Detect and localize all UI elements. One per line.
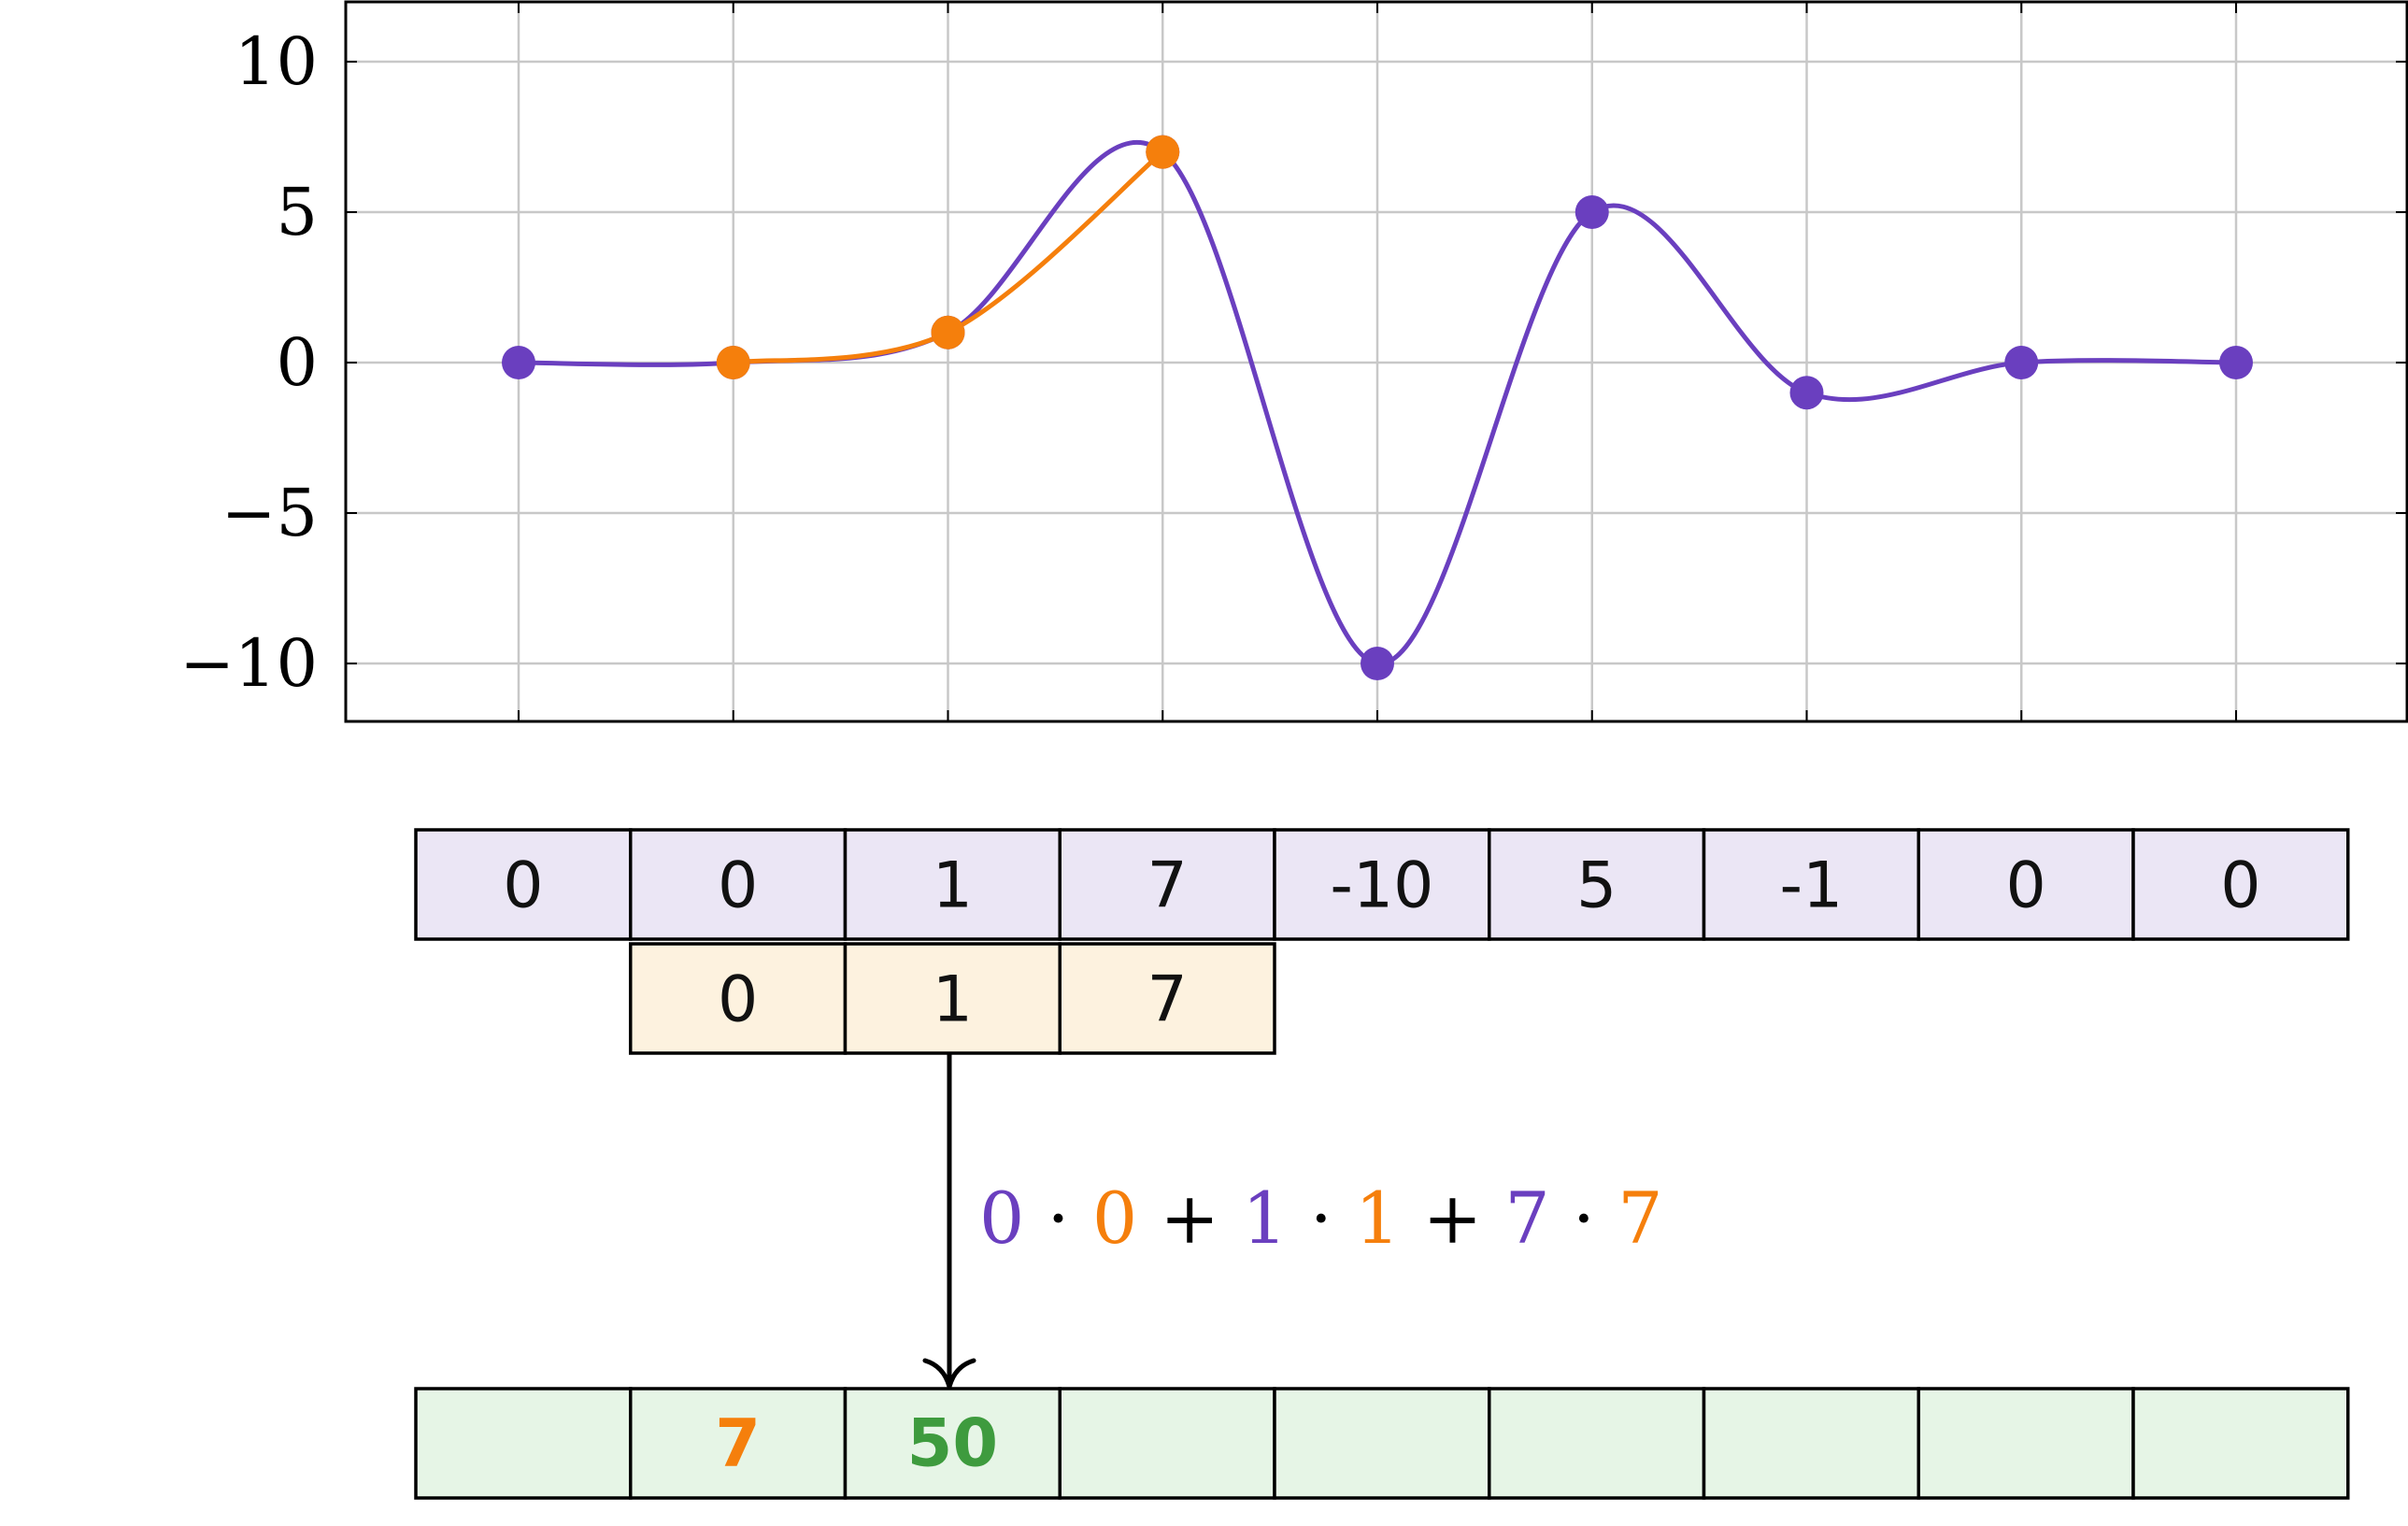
output-cell [1058, 1387, 1276, 1500]
kernel-cell-value: 0 [718, 963, 758, 1037]
signal-cell-value: 0 [718, 849, 758, 923]
formula-term: 1 [1242, 1177, 1287, 1260]
output-cell-box [1273, 1387, 1491, 1500]
signal-cell-box [1488, 828, 1706, 941]
output-cell-box [2131, 1387, 2350, 1500]
formula-term: 0 [979, 1177, 1024, 1260]
arrow-head-icon [922, 1358, 976, 1396]
signal-cell-box [843, 828, 1062, 941]
signal-chart: 10 5 0 −5 −10 [179, 0, 2408, 723]
output-cell-box [843, 1387, 1062, 1500]
output-cell-value: 50 [907, 1405, 998, 1482]
signal-array: 0 0 1 7 -10 5 -1 0 0 [414, 828, 2350, 941]
output-cell-value: 7 [715, 1405, 761, 1482]
data-point-series-2 [931, 315, 965, 349]
signal-cell-value: 0 [2005, 849, 2045, 923]
signal-cell-box [2131, 828, 2350, 941]
output-array: 7 50 [414, 1387, 2350, 1500]
signal-cell-value: 0 [503, 849, 543, 923]
signal-cell-box [1058, 828, 1276, 941]
dot-product-formula: 0 · 0 + 1 · 1 + 7 · 7 [979, 1177, 1663, 1260]
data-point-series-2 [716, 346, 750, 379]
output-cell-box [1702, 1387, 1920, 1500]
formula-term: + [1400, 1177, 1504, 1260]
series-points [502, 135, 2253, 680]
y-tick-label: −10 [179, 625, 318, 702]
signal-cell: 5 [1488, 828, 1706, 941]
signal-cell-value: 1 [933, 849, 973, 923]
signal-cell: -1 [1702, 828, 1920, 941]
y-tick-label: 10 [235, 23, 318, 100]
signal-cell-value: 7 [1147, 849, 1187, 923]
kernel-array: 0 1 7 [629, 942, 1276, 1055]
kernel-cell-value: 1 [933, 963, 973, 1037]
signal-cell: 0 [414, 828, 633, 941]
data-point-series-1 [502, 346, 535, 379]
formula-term: · [1550, 1177, 1617, 1260]
kernel-cell: 1 [843, 942, 1062, 1055]
signal-cell-box [629, 828, 848, 941]
y-tick-label: 5 [276, 174, 318, 250]
data-point-series-1 [2004, 346, 2039, 379]
output-cell-box [414, 1387, 633, 1500]
output-cell-box [1488, 1387, 1706, 1500]
signal-cell-value: -1 [1779, 849, 1843, 923]
data-point-series-2 [1146, 135, 1180, 169]
output-cell [1916, 1387, 2135, 1500]
chart-frame [344, 0, 2408, 723]
data-point-series-1 [1361, 647, 1394, 680]
y-tick-label: −5 [221, 475, 318, 551]
signal-cell-value: -10 [1330, 849, 1433, 923]
formula-term: 1 [1355, 1177, 1400, 1260]
kernel-cell-box [1058, 942, 1276, 1055]
kernel-cell: 7 [1058, 942, 1276, 1055]
output-cell: 7 [629, 1387, 848, 1500]
output-cell [414, 1387, 633, 1500]
signal-cell-value: 0 [2220, 849, 2260, 923]
kernel-cell: 0 [629, 942, 848, 1055]
output-cell: 50 [843, 1387, 1062, 1500]
signal-cell: 0 [1916, 828, 2135, 941]
y-axis-tick-labels: 10 5 0 −5 −10 [179, 23, 318, 702]
data-point-series-1 [1789, 376, 1824, 410]
signal-cell-box [1273, 828, 1491, 941]
data-point-series-1 [2219, 346, 2253, 379]
data-point-series-1 [1574, 195, 1609, 229]
output-cell [2131, 1387, 2350, 1500]
output-cell-box [629, 1387, 848, 1500]
signal-cell: -10 [1273, 828, 1491, 941]
output-cell [1488, 1387, 1706, 1500]
signal-cell: 7 [1058, 828, 1276, 941]
signal-cell: 1 [843, 828, 1062, 941]
formula-term: + [1137, 1177, 1242, 1260]
output-cell-box [1058, 1387, 1276, 1500]
arrow [922, 1054, 976, 1396]
signal-cell: 0 [629, 828, 848, 941]
signal-cell-box [1916, 828, 2135, 941]
formula-term: · [1024, 1177, 1091, 1260]
output-cell-box [1916, 1387, 2135, 1500]
formula-term: 0 [1092, 1177, 1137, 1260]
signal-cell: 0 [2131, 828, 2350, 941]
formula-term: 7 [1617, 1177, 1662, 1260]
kernel-cell-box [843, 942, 1062, 1055]
output-cell [1702, 1387, 1920, 1500]
output-cell [1273, 1387, 1491, 1500]
formula-term: 7 [1504, 1177, 1549, 1260]
formula-term: · [1288, 1177, 1355, 1260]
y-tick-label: 0 [276, 324, 318, 401]
signal-cell-value: 5 [1576, 849, 1617, 923]
chart-ticks [346, 2, 2407, 721]
kernel-cell-value: 7 [1147, 963, 1187, 1037]
kernel-cell-box [629, 942, 848, 1055]
